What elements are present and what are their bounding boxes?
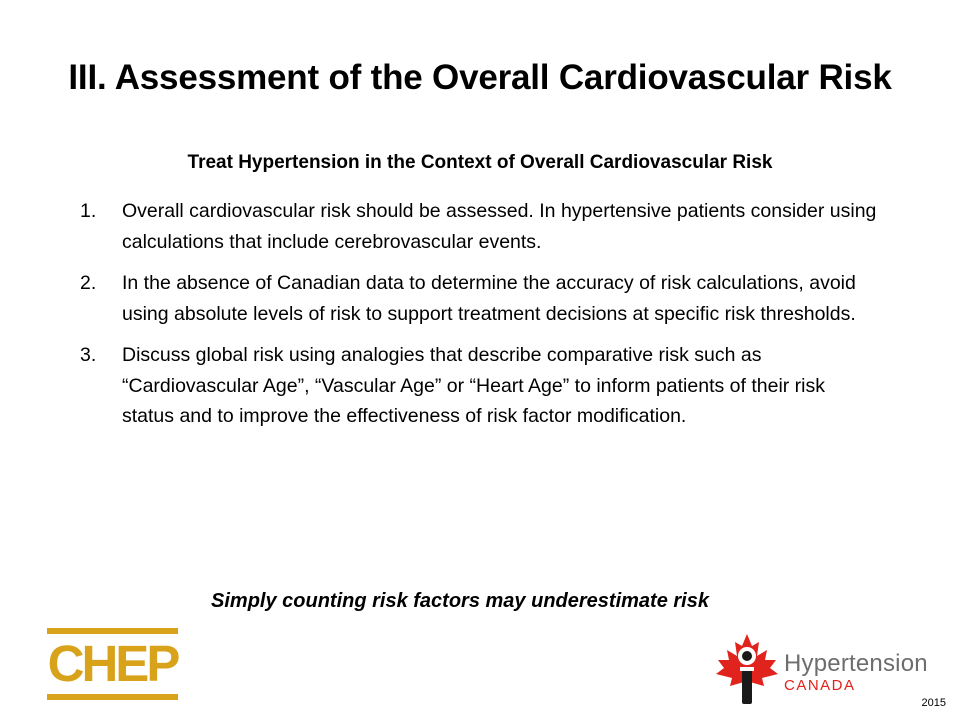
chep-logo-text: CHEP [47,635,181,692]
list-item-text: In the absence of Canadian data to deter… [122,272,856,325]
list-item: 2. In the absence of Canadian data to de… [80,268,880,329]
list-item-text: Overall cardiovascular risk should be as… [122,200,877,253]
list-item: 3. Discuss global risk using analogies t… [80,340,880,432]
hypertension-canada-sub: CANADA [784,677,856,694]
recommendation-list: 1. Overall cardiovascular risk should be… [80,196,880,443]
list-item-number: 2. [80,272,97,294]
slide-title: III. Assessment of the Overall Cardiovas… [68,58,892,97]
footnote: Simply counting risk factors may underes… [211,590,709,612]
list-item-number: 3. [80,344,97,366]
list-item-number: 1. [80,200,97,222]
hypertension-canada-logo: Hypertension CANADA [712,630,928,708]
list-item: 1. Overall cardiovascular risk should be… [80,196,880,257]
chep-logo: CHEP [47,628,181,700]
chep-bottom-bar [47,694,178,700]
list-item-text: Discuss global risk using analogies that… [122,344,826,427]
chep-top-bar [47,628,178,634]
slide-subtitle: Treat Hypertension in the Context of Ove… [187,152,773,173]
maple-leaf-person-icon [716,634,778,704]
slide-year: 2015 [921,697,946,709]
hypertension-canada-name: Hypertension [784,650,928,677]
